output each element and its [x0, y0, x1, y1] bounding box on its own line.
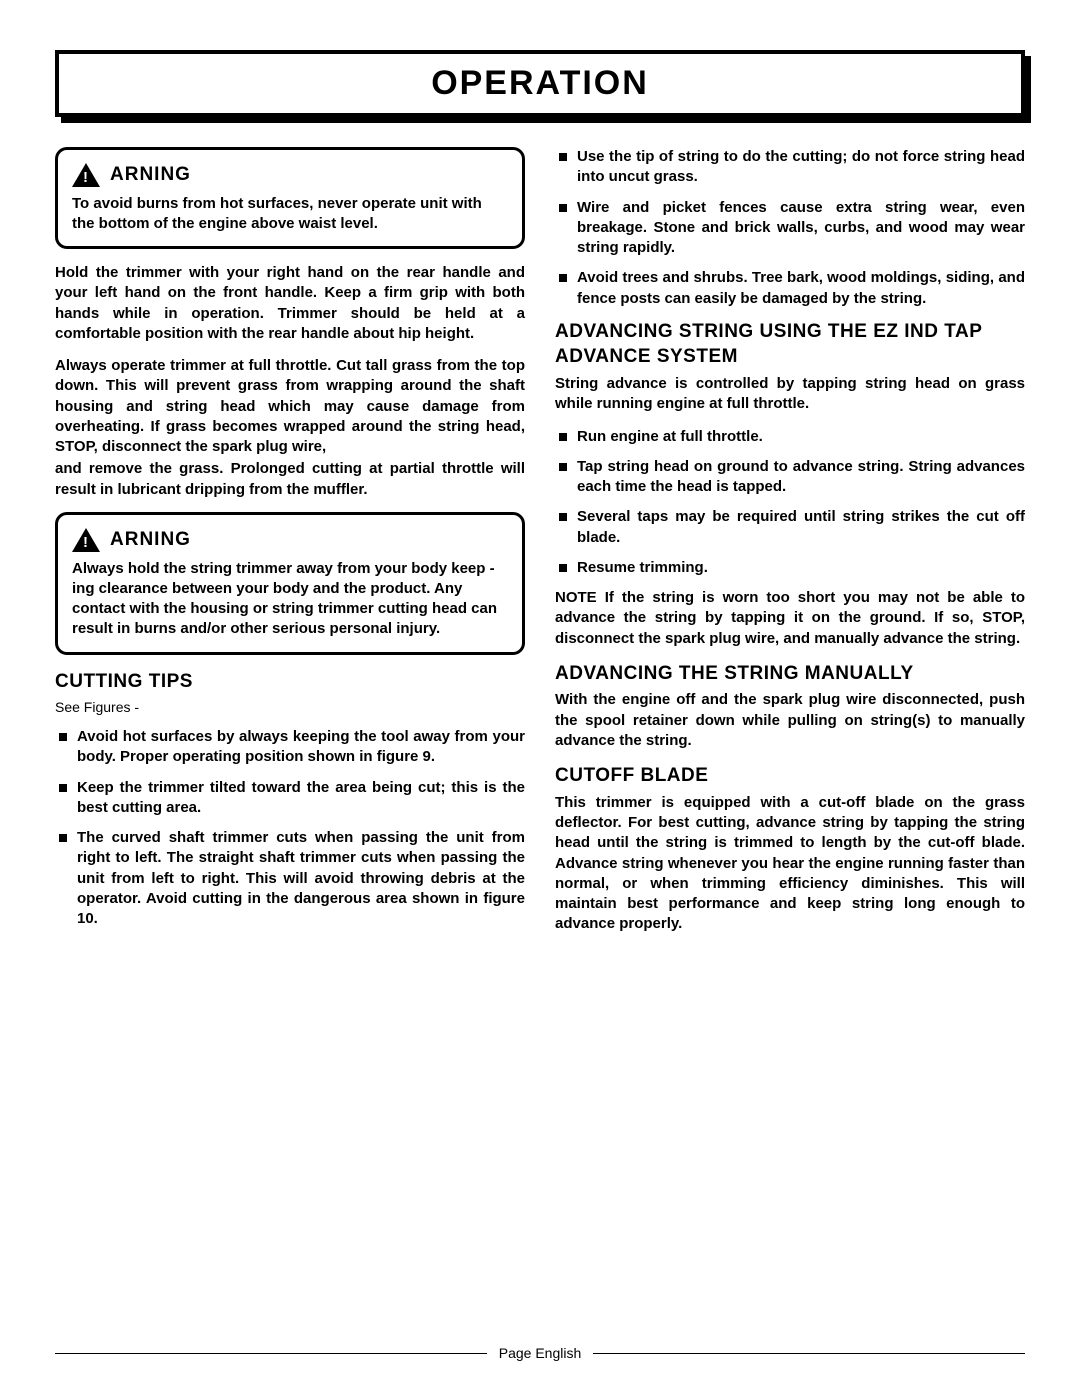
warning-box-1: ARNING To avoid burns from hot surfaces,… [55, 147, 525, 249]
note-label: NOTE [555, 589, 597, 606]
list-item: Several taps may be required until strin… [557, 507, 1025, 548]
list-item: Keep the trimmer tilted toward the area … [57, 778, 525, 819]
paragraph: Always operate trimmer at full throttle.… [55, 356, 525, 457]
paragraph: and remove the grass. Prolonged cutting … [55, 459, 525, 500]
content-columns: ARNING To avoid burns from hot surfaces,… [55, 147, 1025, 947]
title-box: OPERATION [55, 50, 1025, 117]
footer-rule-left [55, 1353, 487, 1354]
note-body: If the string is worn too short you may … [555, 589, 1025, 647]
warning-box-2: ARNING Always hold the string trimmer aw… [55, 512, 525, 655]
right-column: Use the tip of string to do the cutting;… [555, 147, 1025, 947]
warning-text: Always hold the string trimmer away from… [72, 559, 508, 640]
section-heading-advancing: ADVANCING STRING USING THE EZ IND TAP AD… [555, 319, 1025, 370]
list-item: Run engine at full throttle. [557, 427, 1025, 447]
section-heading-cutting-tips: CUTTING TIPS [55, 669, 525, 695]
list-item: Use the tip of string to do the cutting;… [557, 147, 1025, 188]
right-tips-list: Use the tip of string to do the cutting;… [555, 147, 1025, 309]
paragraph: This trimmer is equipped with a cut-off … [555, 793, 1025, 935]
section-heading-cutoff: CUTOFF BLADE [555, 763, 1025, 789]
see-figures-label: See Figures - [55, 698, 525, 717]
paragraph: String advance is controlled by tapping … [555, 374, 1025, 415]
warning-heading: ARNING [72, 162, 508, 188]
list-item: Avoid hot surfaces by always keeping the… [57, 727, 525, 768]
paragraph: With the engine off and the spark plug w… [555, 690, 1025, 751]
warning-label: ARNING [110, 527, 191, 553]
warning-text: To avoid burns from hot surfaces, never … [72, 194, 508, 235]
warning-heading: ARNING [72, 527, 508, 553]
list-item: Avoid trees and shrubs. Tree bark, wood … [557, 268, 1025, 309]
footer-rule-right [593, 1353, 1025, 1354]
page-title: OPERATION [59, 64, 1021, 103]
footer-text: Page English [499, 1345, 582, 1361]
note-paragraph: NOTE If the string is worn too short you… [555, 588, 1025, 649]
section-heading-manual: ADVANCING THE STRING MANUALLY [555, 661, 1025, 687]
cutting-tips-list: Avoid hot surfaces by always keeping the… [55, 727, 525, 929]
warning-triangle-icon [72, 163, 100, 187]
list-item: Wire and picket fences cause extra strin… [557, 198, 1025, 259]
left-column: ARNING To avoid burns from hot surfaces,… [55, 147, 525, 947]
list-item: Tap string head on ground to advance str… [557, 457, 1025, 498]
page-footer: Page English [0, 1345, 1080, 1361]
paragraph: Hold the trimmer with your right hand on… [55, 263, 525, 344]
warning-triangle-icon [72, 528, 100, 552]
advance-steps-list: Run engine at full throttle. Tap string … [555, 427, 1025, 579]
warning-label: ARNING [110, 162, 191, 188]
list-item: Resume trimming. [557, 558, 1025, 578]
list-item: The curved shaft trimmer cuts when passi… [57, 828, 525, 929]
